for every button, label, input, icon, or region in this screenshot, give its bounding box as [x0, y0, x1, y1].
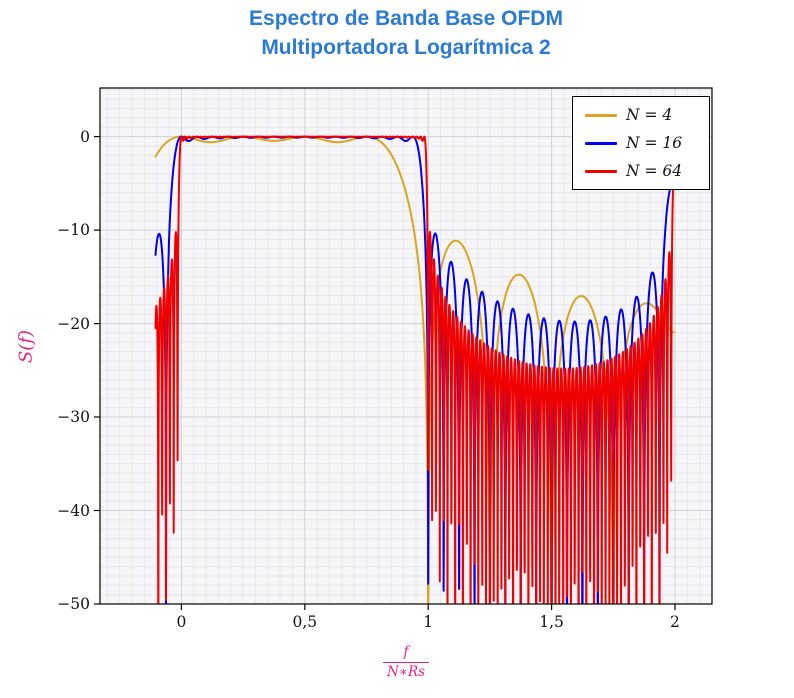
legend-entry-n16: N = 16 [585, 133, 697, 153]
x-tick-label: 1,5 [539, 613, 564, 631]
series-N64 [154, 135, 675, 604]
x-axis-label-numerator: f [403, 644, 409, 660]
legend-label-n16: N = 16 [626, 134, 683, 152]
tick-marks [94, 136, 676, 610]
series-curves [154, 135, 675, 604]
x-axis-label: f N∗Rs [376, 644, 436, 681]
x-tick-label: 1 [423, 613, 434, 631]
y-tick-label: −10 [57, 221, 90, 240]
x-tick-label: 0,5 [292, 613, 318, 631]
legend-line-swatch-n64 [585, 169, 617, 173]
legend-line-swatch-n4 [585, 113, 617, 117]
y-tick-label: 0 [80, 127, 90, 146]
y-axis-label: S(f) [15, 329, 37, 364]
chart-title-line1: Espectro de Banda Base OFDM [249, 7, 563, 30]
plot-frame [99, 87, 713, 605]
legend-entry-n4: N = 4 [585, 105, 697, 125]
chart-title-line2: Multiportadora Logarítmica 2 [261, 36, 551, 59]
legend-label-n4: N = 4 [626, 106, 673, 124]
legend-label-n64: N = 64 [626, 162, 683, 180]
x-tick-label: 0 [176, 613, 187, 631]
chart-title: Espectro de Banda Base OFDM Multiportado… [100, 4, 712, 62]
y-tick-label: −30 [57, 408, 90, 427]
y-tick-label: −40 [57, 501, 90, 520]
y-tick-label: −50 [57, 595, 90, 613]
legend-entry-n64: N = 64 [585, 161, 697, 181]
x-axis-label-denominator: N∗Rs [386, 664, 426, 680]
y-tick-label: −20 [57, 314, 90, 333]
legend: N = 4 N = 16 N = 64 [572, 96, 710, 190]
fraction-bar [383, 662, 429, 663]
legend-line-swatch-n16 [585, 141, 617, 145]
x-tick-label: 2 [670, 613, 680, 631]
